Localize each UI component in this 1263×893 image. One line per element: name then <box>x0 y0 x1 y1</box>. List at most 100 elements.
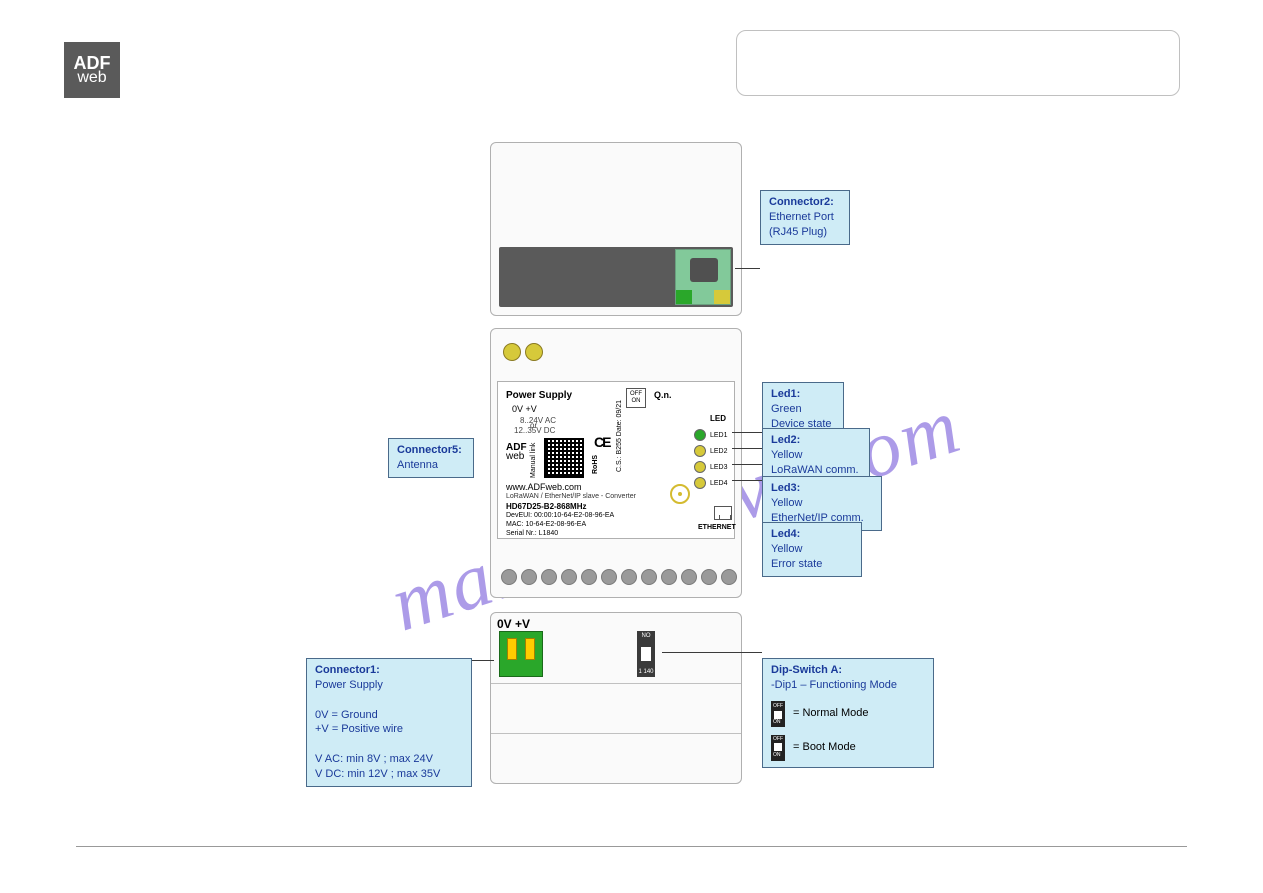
connector5-desc1: Antenna <box>397 458 465 473</box>
adf-mini-logo: ADF web <box>506 444 527 461</box>
ps-line-2: 8..24V AC <box>520 416 556 425</box>
dip-small-icon: OFF ON <box>626 388 646 408</box>
footer-rule <box>76 846 1187 847</box>
adfweb-logo: ADF web <box>64 42 120 98</box>
connector2-title: Connector2: <box>769 195 841 210</box>
rj45-led-green <box>676 290 692 304</box>
led-row-2: LED2 <box>694 444 728 458</box>
rj45-port-icon <box>690 258 718 282</box>
ps-line-1: 0V +V <box>512 404 537 414</box>
antenna-connector-icon <box>670 484 690 504</box>
led1-dot <box>694 429 706 441</box>
led3-dot <box>694 461 706 473</box>
lead-led3 <box>732 464 762 465</box>
grey-dot <box>561 569 577 585</box>
dip-switch-block: NO 1 140 <box>637 631 655 677</box>
dip-icon-2: ON OFF <box>771 735 785 761</box>
led-row-3: LED3 <box>694 460 728 474</box>
led2-dot <box>694 445 706 457</box>
cs-text: C.S.: B255 Date: 09/21 <box>616 400 623 472</box>
connector1-d1: Power Supply <box>315 678 463 693</box>
qn-label: Q.n. <box>654 390 672 400</box>
led4-title: Led4: <box>771 527 853 542</box>
dip-switch-icon <box>641 647 651 661</box>
lead-conn2 <box>735 268 760 269</box>
lead-conn1 <box>472 660 494 661</box>
led4-d1: Yellow <box>771 542 853 557</box>
lead-led4 <box>732 480 762 481</box>
grey-dot <box>601 569 617 585</box>
callout-led4: Led4: Yellow Error state <box>762 522 862 577</box>
device-label-sticker: Power Supply 0V +V 8..24V AC or 12..35V … <box>497 381 735 539</box>
dip-icon-1: OFF ON <box>771 701 785 727</box>
power-supply-title: Power Supply <box>506 390 572 401</box>
device-bottom-housing: 0V +V NO 1 140 <box>490 612 742 784</box>
led2-d1: Yellow <box>771 448 861 463</box>
led-row-4: LED4 <box>694 476 728 490</box>
led3-title: Led3: <box>771 481 873 496</box>
grey-dot <box>681 569 697 585</box>
grey-dot <box>501 569 517 585</box>
rj45-block <box>675 249 731 305</box>
terminal-pin <box>507 638 517 660</box>
led1-d1: Green <box>771 402 835 417</box>
lead-dip <box>662 652 762 653</box>
grey-dot <box>541 569 557 585</box>
top-dark-slot <box>499 247 733 307</box>
connector1-d3: +V = Positive wire <box>315 722 463 737</box>
ethernet-label: ETHERNET <box>698 524 736 531</box>
dip-no: NO <box>637 633 655 639</box>
connector1-blank <box>315 693 463 708</box>
dip-mode2-row: ON OFF = Boot Mode <box>771 735 925 761</box>
grey-dot <box>521 569 537 585</box>
callout-connector1: Connector1: Power Supply 0V = Ground +V … <box>306 658 472 787</box>
dip-d1: -Dip1 – Functioning Mode <box>771 678 925 693</box>
grey-dot <box>661 569 677 585</box>
device-url: www.ADFweb.com <box>506 482 582 492</box>
connector1-d2: 0V = Ground <box>315 708 463 723</box>
ethernet-icon <box>714 506 732 520</box>
device-deveui: DevEUI: 00:00:10-64-E2-08-96-EA <box>506 512 614 519</box>
ps-line-3: 12..35V DC <box>514 426 555 435</box>
manual-link-text: Manual link <box>530 443 537 478</box>
dip-140: 1 140 <box>637 669 655 675</box>
dip-mode1: = Normal Mode <box>793 706 869 721</box>
connector1-d4: V AC: min 8V ; max 24V <box>315 752 463 767</box>
led2-title: Led2: <box>771 433 861 448</box>
terminal-pin <box>525 638 535 660</box>
connector1-d5: V DC: min 12V ; max 35V <box>315 767 463 782</box>
lead-led2 <box>732 448 762 449</box>
ov-pv-label: 0V +V <box>497 617 530 631</box>
connector1-blank2 <box>315 737 463 752</box>
led2-label: LED2 <box>710 448 728 455</box>
led3-d1: Yellow <box>771 496 873 511</box>
lead-led1 <box>732 432 762 433</box>
led-header: LED <box>710 414 726 423</box>
power-terminal-block <box>499 631 543 677</box>
grey-dot <box>621 569 637 585</box>
housing-divider <box>491 733 741 734</box>
connector2-desc2: (RJ45 Plug) <box>769 225 841 240</box>
callout-connector2: Connector2: Ethernet Port (RJ45 Plug) <box>760 190 850 245</box>
ce-mark: CE <box>594 434 609 450</box>
callout-dipswitch: Dip-Switch A: -Dip1 – Functioning Mode O… <box>762 658 934 768</box>
led3-label: LED3 <box>710 464 728 471</box>
device-mid-housing: Power Supply 0V +V 8..24V AC or 12..35V … <box>490 328 742 598</box>
callout-led2: Led2: Yellow LoRaWAN comm. <box>762 428 870 483</box>
device-serial: Serial Nr.: L1840 <box>506 530 558 537</box>
led4-d2: Error state <box>771 557 853 572</box>
header-info-box <box>736 30 1180 96</box>
led1-label: LED1 <box>710 432 728 439</box>
grey-dot <box>581 569 597 585</box>
adf-mini-l2: web <box>506 453 527 462</box>
device-top-housing <box>490 142 742 316</box>
callout-connector5: Connector5: Antenna <box>388 438 474 478</box>
led4-label: LED4 <box>710 480 728 487</box>
bottom-grey-dots <box>501 569 737 585</box>
grey-dot <box>701 569 717 585</box>
dip-title: Dip-Switch A: <box>771 663 925 678</box>
mid-dot-1 <box>503 343 521 361</box>
dip-mode1-row: OFF ON = Normal Mode <box>771 701 925 727</box>
dip-mode2: = Boot Mode <box>793 740 856 755</box>
grey-dot <box>641 569 657 585</box>
